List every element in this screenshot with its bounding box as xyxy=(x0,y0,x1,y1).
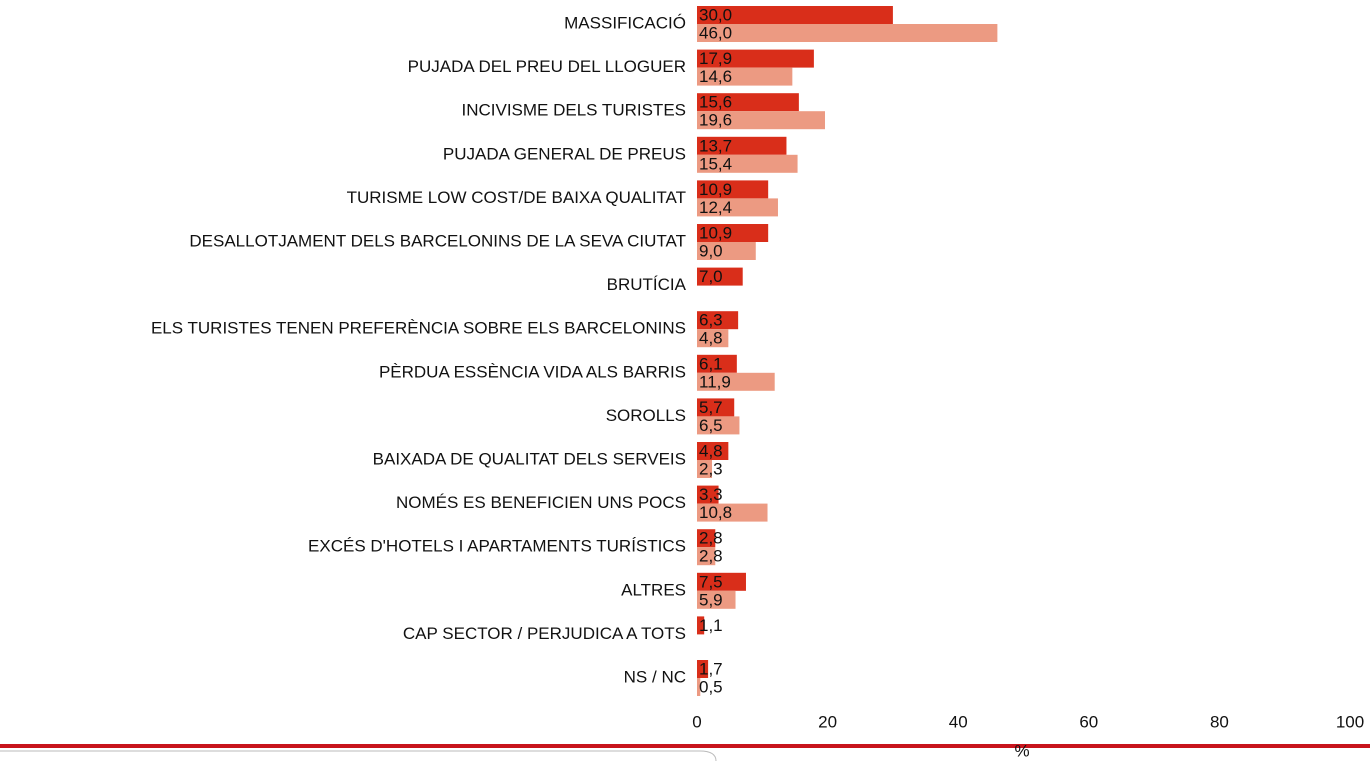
bar xyxy=(697,311,739,330)
category-label: TURISME LOW COST/DE BAIXA QUALITAT xyxy=(347,188,686,207)
value-label: 10,9 xyxy=(699,223,732,242)
bar xyxy=(697,329,729,348)
value-label: 15,4 xyxy=(699,154,732,173)
category-label: PÈRDUA ESSÈNCIA VIDA ALS BARRIS xyxy=(379,362,686,381)
bar xyxy=(697,267,743,286)
value-label: 7,5 xyxy=(699,572,723,591)
bar xyxy=(697,198,778,217)
value-label: 13,7 xyxy=(699,136,732,155)
bar xyxy=(697,372,775,391)
bar xyxy=(697,49,814,68)
value-label: 46,0 xyxy=(699,23,732,42)
divider xyxy=(0,744,1370,748)
value-label: 10,8 xyxy=(699,503,732,522)
bar xyxy=(697,154,798,173)
bar xyxy=(697,136,787,155)
category-label: ELS TURISTES TENEN PREFERÈNCIA SOBRE ELS… xyxy=(151,319,686,338)
value-label: 30,0 xyxy=(699,5,732,24)
bar xyxy=(697,547,716,566)
x-axis-label: % xyxy=(1014,741,1029,760)
value-label: 19,6 xyxy=(699,111,732,130)
category-label: MASSIFICACIÓ xyxy=(564,13,686,32)
value-label: 1,1 xyxy=(699,616,723,635)
value-label: 11,9 xyxy=(699,372,731,391)
value-label: 14,6 xyxy=(699,67,732,86)
value-label: 4,8 xyxy=(699,441,723,460)
category-label: ALTRES xyxy=(621,580,686,599)
value-label: 9,0 xyxy=(699,241,723,260)
value-label: 2,8 xyxy=(699,547,723,566)
bar xyxy=(697,416,740,435)
x-tick-label: 80 xyxy=(1210,712,1229,731)
category-label: NS / NC xyxy=(624,667,686,686)
category-label: NOMÉS ES BENEFICIEN UNS POCS xyxy=(396,493,686,512)
x-tick-label: 40 xyxy=(949,712,968,731)
category-label: PUJADA GENERAL DE PREUS xyxy=(443,144,686,163)
category-label: SOROLLS xyxy=(606,406,686,425)
bar xyxy=(697,224,769,242)
bar xyxy=(697,460,713,478)
bar xyxy=(697,590,736,609)
x-tick-label: 100 xyxy=(1336,712,1364,731)
category-label: INCIVISME DELS TURISTES xyxy=(461,101,686,120)
value-label: 2,8 xyxy=(699,529,723,548)
category-label: PUJADA DEL PREU DEL LLOGUER xyxy=(408,57,686,76)
bar xyxy=(697,616,705,635)
x-tick-label: 60 xyxy=(1079,712,1098,731)
bar xyxy=(697,572,746,591)
category-label: CAP SECTOR / PERJUDICA A TOTS xyxy=(403,624,686,643)
value-label: 5,7 xyxy=(699,398,723,417)
value-label: 3,3 xyxy=(699,485,723,504)
bar xyxy=(697,111,825,130)
panel-edge xyxy=(0,750,717,761)
value-label: 10,9 xyxy=(699,180,732,199)
bar xyxy=(697,398,735,417)
category-label: DESALLOTJAMENT DELS BARCELONINS DE LA SE… xyxy=(189,231,686,250)
value-label: 4,8 xyxy=(699,329,723,348)
bar xyxy=(697,503,768,522)
bar xyxy=(697,242,756,260)
bar xyxy=(697,354,737,373)
x-tick-label: 0 xyxy=(692,712,701,731)
bar xyxy=(697,529,716,548)
category-label: BAIXADA DE QUALITAT DELS SERVEIS xyxy=(373,449,686,468)
bar xyxy=(697,442,729,460)
value-label: 2,3 xyxy=(699,459,723,478)
category-label: BRUTÍCIA xyxy=(607,275,687,294)
value-label: 0,5 xyxy=(699,677,723,696)
bar xyxy=(697,660,709,678)
value-label: 15,6 xyxy=(699,93,732,112)
value-label: 7,0 xyxy=(699,267,723,286)
value-label: 6,1 xyxy=(699,354,723,373)
category-label: EXCÉS D'HOTELS I APARTAMENTS TURÍSTICS xyxy=(308,537,686,556)
value-label: 6,3 xyxy=(699,311,723,330)
value-label: 6,5 xyxy=(699,416,723,435)
bar xyxy=(697,93,799,112)
bar xyxy=(697,485,719,504)
bar xyxy=(697,180,769,199)
bar xyxy=(697,67,793,86)
bar xyxy=(697,678,701,696)
value-label: 12,4 xyxy=(699,198,732,217)
x-tick-label: 20 xyxy=(818,712,837,731)
value-label: 17,9 xyxy=(699,49,732,68)
bar xyxy=(697,6,893,24)
value-label: 1,7 xyxy=(699,659,723,678)
bar xyxy=(697,24,998,42)
value-label: 5,9 xyxy=(699,590,723,609)
